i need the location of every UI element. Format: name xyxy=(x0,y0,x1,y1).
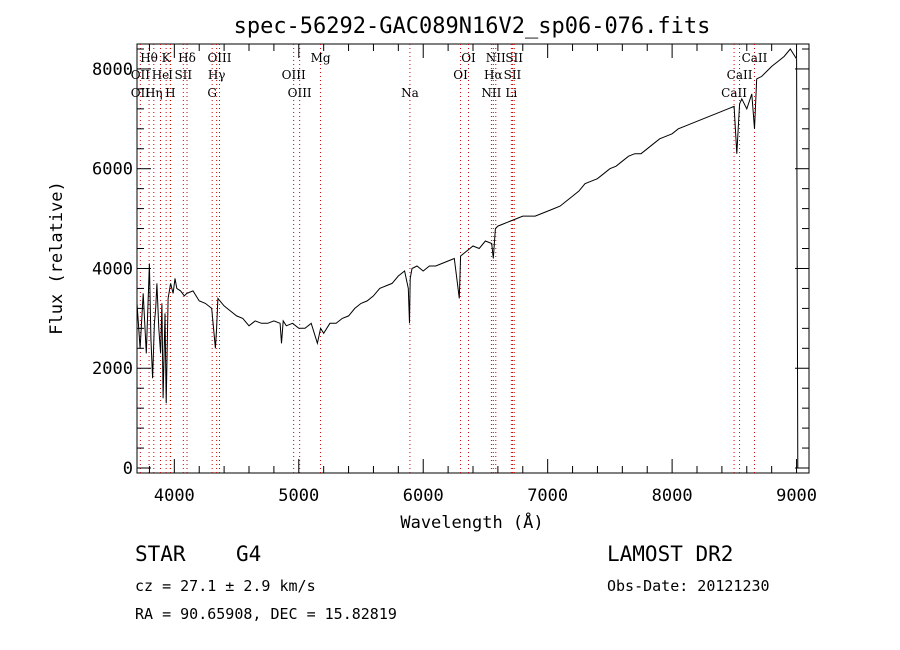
x-tick-label: 5000 xyxy=(278,486,319,506)
plot-frame xyxy=(136,43,810,474)
emission-line-markers xyxy=(139,44,755,473)
line-label: Na xyxy=(401,86,419,100)
line-label: Hδ xyxy=(178,51,196,65)
line-label: OIII xyxy=(288,86,312,100)
line-label: Li xyxy=(505,86,517,100)
object-subclass: G4 xyxy=(236,542,262,566)
line-label: H xyxy=(165,86,175,100)
line-label: SII xyxy=(174,68,192,82)
object-class: STAR xyxy=(135,542,186,566)
line-label: CaII xyxy=(727,68,753,82)
line-label: He xyxy=(152,68,170,82)
line-label: Hθ xyxy=(140,51,158,65)
y-tick-label: 8000 xyxy=(92,60,133,80)
line-label: Mg xyxy=(311,51,331,65)
axis-ticks xyxy=(137,44,809,473)
line-label: CaII xyxy=(742,51,768,65)
line-label: SII xyxy=(505,51,523,65)
redshift-text: cz = 27.1 ± 2.9 km/s xyxy=(135,577,316,595)
y-tick-label: 2000 xyxy=(92,359,133,379)
x-tick-label: 7000 xyxy=(527,486,568,506)
line-label: Hη xyxy=(145,86,163,100)
tick-labels: 4000 5000 6000 7000 8000 9000 0 2000 4000 6000 800… xyxy=(92,60,817,506)
line-label: G xyxy=(207,86,217,100)
line-label: OIII xyxy=(207,51,231,65)
line-label: K xyxy=(162,51,172,65)
y-tick-label: 4000 xyxy=(92,259,133,279)
line-label: OII xyxy=(131,86,151,100)
y-tick-label: 0 xyxy=(123,459,133,479)
line-label: OII xyxy=(131,68,151,82)
y-tick-label: 6000 xyxy=(92,160,133,180)
x-axis-label: Wavelength (Å) xyxy=(400,511,543,533)
y-axis-label: Flux (relative) xyxy=(47,181,67,335)
x-tick-label: 9000 xyxy=(776,486,817,506)
line-label: NII xyxy=(486,51,506,65)
line-label: OI xyxy=(453,68,468,82)
line-label: OI xyxy=(461,51,476,65)
line-label: I xyxy=(168,68,173,82)
x-tick-label: 6000 xyxy=(403,486,444,506)
line-label: OIII xyxy=(282,68,306,82)
spectrum-series-line xyxy=(136,48,799,469)
line-label: SII xyxy=(504,68,522,82)
chart-title: spec-56292-GAC089N16V2_sp06-076.fits xyxy=(234,14,711,39)
line-label: CaII xyxy=(721,86,747,100)
obs-date: Obs-Date: 20121230 xyxy=(607,577,770,595)
line-label: NII xyxy=(481,86,501,100)
x-tick-label: 8000 xyxy=(652,486,693,506)
coordinates: RA = 90.65908, DEC = 15.82819 xyxy=(135,605,397,623)
line-label: Hα xyxy=(484,68,503,82)
line-label: Hγ xyxy=(208,68,226,82)
x-tick-label: 4000 xyxy=(154,486,195,506)
survey-name: LAMOST DR2 xyxy=(607,542,734,566)
